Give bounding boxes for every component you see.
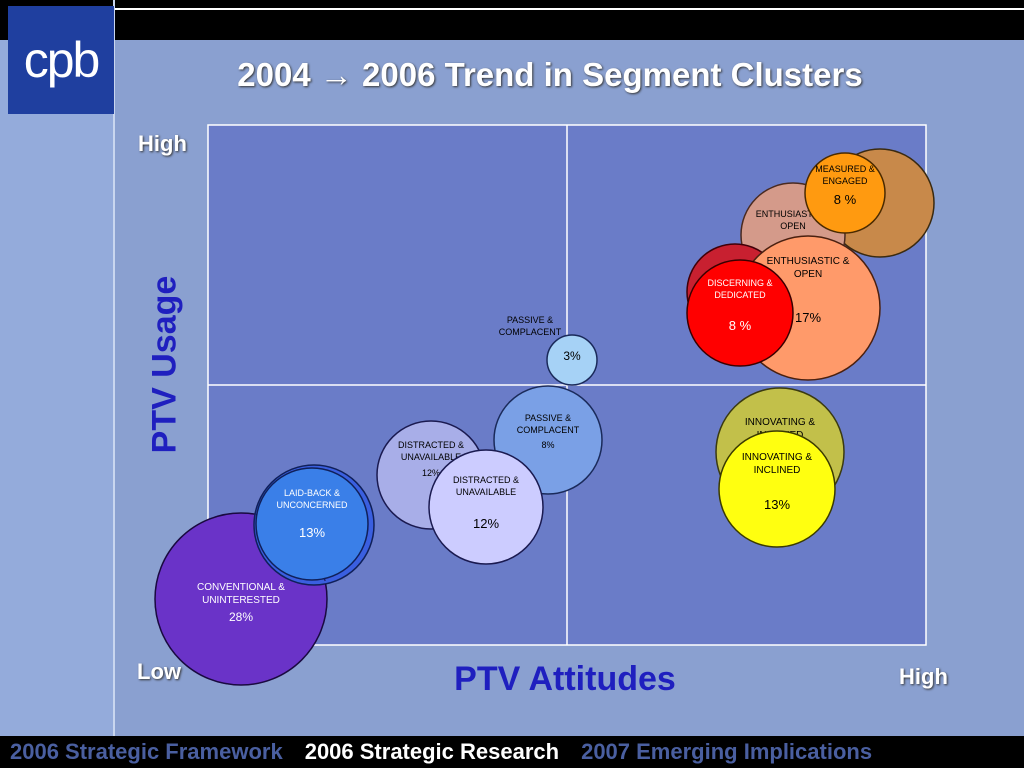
- bubble-label-2006-innovating-inclined: INNOVATING &: [742, 452, 813, 463]
- bubble-value-2006-discerning-dedicated: 8 %: [729, 318, 752, 333]
- footer-item-research[interactable]: 2006 Strategic Research: [304, 739, 560, 764]
- bubble-value-2006-passive-complacent: 3%: [563, 349, 581, 363]
- bubble-value-2006-laid-back-unconcerned: 13%: [299, 525, 325, 540]
- bubble-label-2006-discerning-dedicated: DISCERNING &: [707, 278, 772, 288]
- x-axis-label: PTV Attitudes: [454, 660, 676, 698]
- bubble-2006-measured-engaged: [804, 152, 886, 234]
- cpb-logo: cpb: [8, 6, 114, 114]
- bubble-2006-laid-back-unconcerned: [255, 467, 369, 581]
- footer-item-implications[interactable]: 2007 Emerging Implications: [581, 739, 873, 764]
- bubble-label-2006-passive-complacent: PASSIVE &: [507, 315, 553, 325]
- bubble-label-2006-laid-back-unconcerned: UNCONCERNED: [276, 500, 348, 510]
- bubble-label-2004-distracted-unavailable: DISTRACTED &: [398, 440, 464, 450]
- bubble-label-2006-measured-engaged: MEASURED &: [815, 164, 875, 174]
- x-high-label: High: [899, 664, 948, 689]
- bubble-label-2006-innovating-inclined: INCLINED: [754, 465, 801, 476]
- bubble-value-2004-passive-complacent: 8%: [541, 440, 554, 450]
- bubble-2006-innovating-inclined: [718, 430, 836, 548]
- top-bar: [0, 0, 1024, 40]
- bubble-label-2006-enthusiastic-open: OPEN: [794, 269, 822, 280]
- bubble-value-2006-conventional-uninterested: 28%: [229, 610, 253, 624]
- logo-text: cpb: [23, 32, 101, 88]
- bubble-label-2004-passive-complacent: PASSIVE &: [525, 413, 571, 423]
- slide-title: 2004 → 2006 Trend in Segment Clusters: [237, 56, 863, 93]
- left-band: [0, 40, 114, 736]
- bubble-label-2006-conventional-uninterested: UNINTERESTED: [202, 595, 280, 606]
- bubble-label-2006-distracted-unavailable: UNAVAILABLE: [456, 487, 516, 497]
- bubble-value-2006-enthusiastic-open: 17%: [795, 310, 821, 325]
- bubble-label-2004-distracted-unavailable: UNAVAILABLE: [401, 452, 461, 462]
- bubble-value-2006-distracted-unavailable: 12%: [473, 516, 499, 531]
- bubble-label-2004-passive-complacent: COMPLACENT: [517, 425, 580, 435]
- bubble-label-2006-discerning-dedicated: DEDICATED: [714, 290, 766, 300]
- bubble-label-2004-enthusiastic-open: OPEN: [780, 221, 806, 231]
- bubble-value-2004-distracted-unavailable: 12%: [422, 468, 440, 478]
- bubble-2006-conventional-uninterested: [154, 512, 328, 686]
- bubble-layer: ENTHUSIASTIC & OPEN INNOVATING & INCLINED PA…: [154, 148, 935, 686]
- bubble-label-2006-distracted-unavailable: DISTRACTED &: [453, 475, 519, 485]
- bubble-2006-distracted-unavailable: [428, 449, 544, 565]
- origin-low-label: Low: [137, 659, 181, 684]
- bubble-value-2006-measured-engaged: 8 %: [834, 192, 857, 207]
- bubble-2006-discerning-dedicated: [686, 259, 794, 367]
- top-rule: [115, 8, 1024, 10]
- bubble-label-2004-enthusiastic-open: ENTHUSIASTIC &: [756, 209, 831, 219]
- bubble-label-2004-innovating-inclined: INNOVATING &: [745, 417, 816, 428]
- footer-nav: 2006 Strategic Framework 2006 Strategic …: [0, 736, 1024, 768]
- y-axis-label: PTV Usage: [145, 275, 184, 454]
- footer-item-framework[interactable]: 2006 Strategic Framework: [10, 739, 283, 764]
- bubble-label-2006-enthusiastic-open: ENTHUSIASTIC &: [767, 256, 850, 267]
- bubble-label-2006-laid-back-unconcerned: LAID-BACK &: [284, 488, 340, 498]
- bubble-value-2006-innovating-inclined: 13%: [764, 497, 790, 512]
- bubble-2006-passive-complacent: [546, 334, 598, 386]
- bubble-label-2006-conventional-uninterested: CONVENTIONAL &: [197, 582, 285, 593]
- band-divider: [113, 0, 115, 736]
- y-high-label: High: [138, 131, 187, 156]
- bubble-label-2006-passive-complacent: COMPLACENT: [499, 327, 562, 337]
- bubble-label-2006-measured-engaged: ENGAGED: [822, 176, 868, 186]
